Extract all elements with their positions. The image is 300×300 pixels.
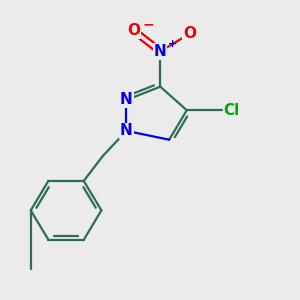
Text: O: O xyxy=(183,26,196,41)
Text: Cl: Cl xyxy=(224,103,240,118)
Text: N: N xyxy=(154,44,167,59)
Text: +: + xyxy=(167,39,177,49)
Text: N: N xyxy=(120,92,133,107)
Text: −: − xyxy=(143,18,154,32)
Text: N: N xyxy=(120,123,133,138)
Text: O: O xyxy=(127,23,140,38)
